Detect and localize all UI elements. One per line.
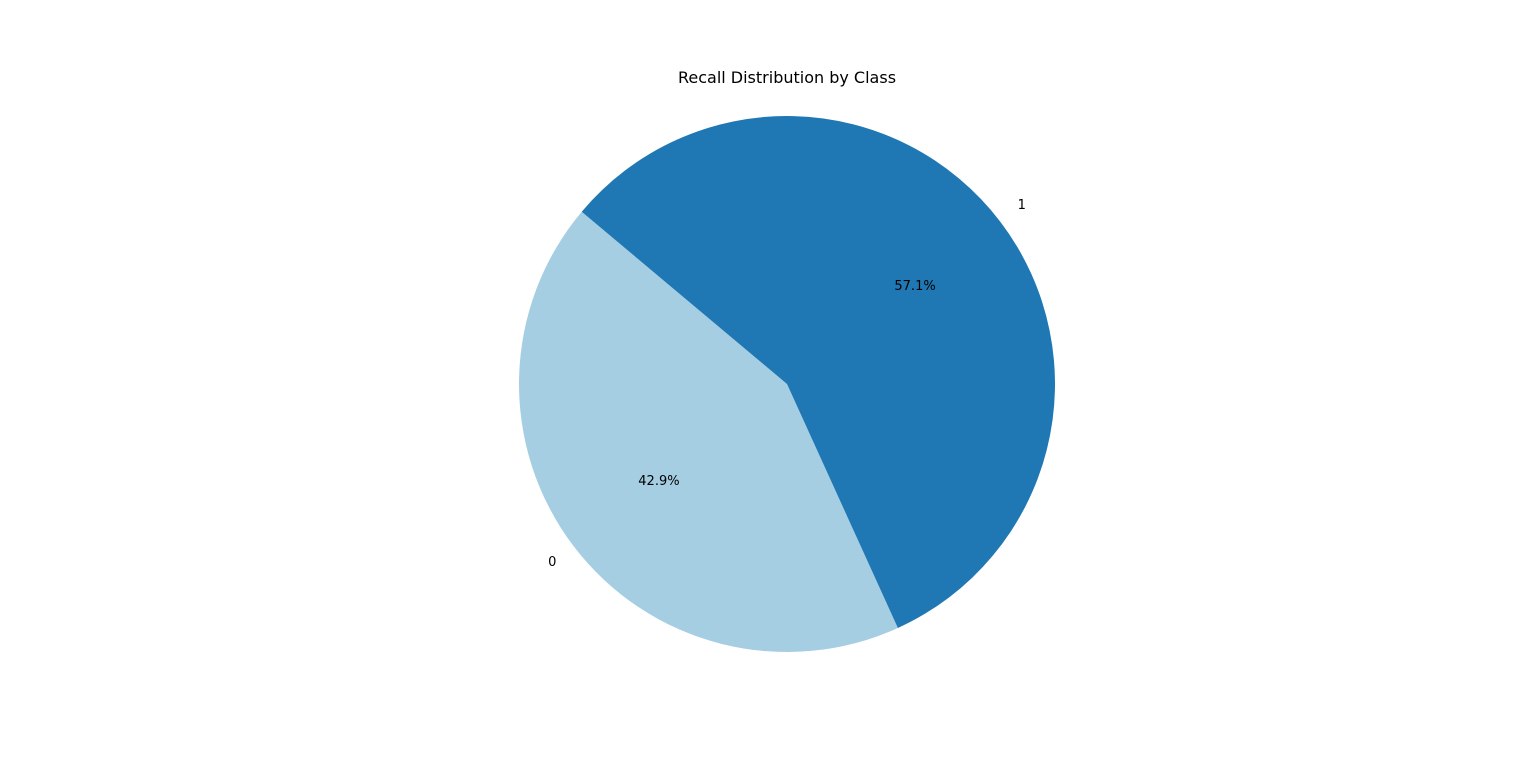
chart-title: Recall Distribution by Class [678, 68, 896, 87]
pie-slice-1 [581, 116, 1055, 628]
pie-slice-0 [518, 211, 898, 653]
slice-label-0: 0 [548, 555, 556, 570]
pie-slices [518, 116, 1055, 653]
pie-labels: 0 42.9% 1 57.1% [548, 198, 1026, 570]
slice-percent-0: 42.9% [638, 474, 679, 489]
slice-percent-1: 57.1% [894, 279, 935, 294]
slice-label-1: 1 [1018, 198, 1026, 213]
